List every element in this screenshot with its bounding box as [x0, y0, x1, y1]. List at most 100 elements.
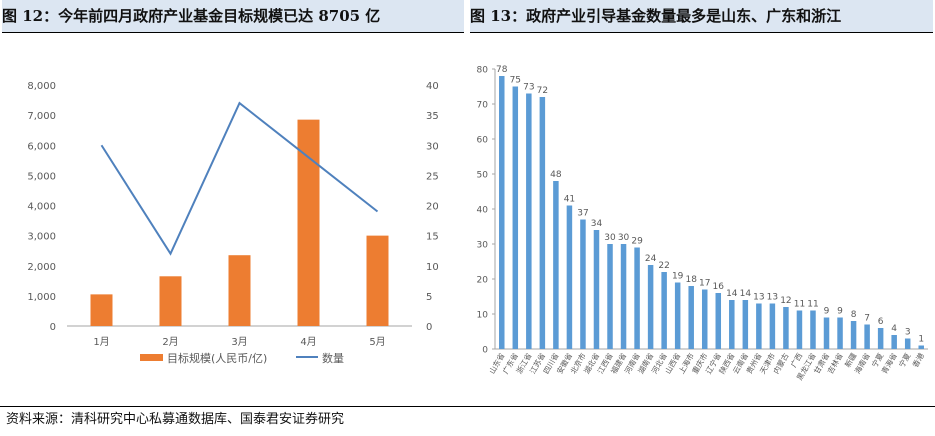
left-combo-chart: 0 1,000 2,000 3,000 4,000 5,000 6,000 7,000 8,00… [27, 81, 439, 365]
y-left-tick-label: 5,000 [27, 171, 56, 182]
data-label: 78 [496, 65, 508, 75]
bar [904, 338, 911, 349]
right-title-rule [470, 32, 933, 33]
y-right-tick-label: 35 [426, 111, 439, 122]
y-tick-label: 20 [477, 276, 489, 286]
x-tick-label: 香港 [910, 351, 926, 369]
x-tick-label: 1月 [93, 336, 109, 348]
bar [810, 310, 816, 349]
series-line [100, 101, 379, 256]
data-label: 1 [918, 335, 924, 345]
bar [783, 307, 789, 349]
y-right-tick-label: 40 [426, 81, 439, 92]
data-label: 72 [537, 86, 548, 96]
source-footer: 资料来源：清科研究中心私募通数据库、国泰君安证券研究 [0, 406, 935, 436]
bar [159, 276, 182, 326]
y-tick-label: 0 [482, 346, 488, 356]
left-figure-title: 图 12：今年前四月政府产业基金目标规模已达 8705 亿 [2, 0, 464, 32]
bar [620, 244, 627, 349]
y-left-tick-label: 2,000 [27, 262, 56, 273]
data-label: 30 [618, 233, 630, 243]
y-left-tick-label: 0 [50, 322, 56, 333]
bar [297, 119, 320, 326]
legend-swatch-bar [140, 354, 163, 361]
x-tick-label: 3月 [231, 336, 247, 348]
bar [512, 86, 519, 349]
bar [729, 300, 735, 349]
y-right-tick-label: 10 [426, 262, 439, 273]
bar [701, 289, 708, 349]
y-left-tick-label: 4,000 [27, 202, 56, 213]
bar [647, 265, 654, 349]
bar [674, 282, 681, 349]
data-label: 12 [780, 296, 791, 306]
data-label: 29 [631, 237, 643, 247]
y-tick-label: 40 [477, 206, 489, 216]
data-label: 73 [523, 83, 534, 93]
x-tick-label: 2月 [162, 336, 178, 348]
bar [499, 76, 505, 349]
y-tick-label: 50 [477, 171, 489, 181]
data-label: 75 [510, 76, 521, 86]
bar [756, 303, 762, 349]
data-label: 13 [753, 293, 764, 303]
data-label: 41 [564, 195, 575, 205]
data-label: 3 [905, 328, 911, 338]
data-label: 22 [658, 261, 669, 271]
bar [891, 335, 897, 349]
bar [90, 294, 113, 326]
bar [661, 272, 667, 349]
bar [918, 345, 924, 349]
y-left-tick-label: 1,000 [27, 292, 56, 303]
bar [526, 93, 532, 349]
data-label: 14 [740, 289, 752, 299]
bar [715, 293, 722, 349]
bar [877, 328, 884, 349]
y-left-tick-label: 7,000 [27, 111, 56, 122]
data-label: 18 [685, 275, 697, 285]
data-label: 4 [891, 324, 897, 334]
data-label: 48 [550, 170, 562, 180]
data-label: 34 [591, 219, 603, 229]
y-right-tick-label: 15 [426, 232, 439, 243]
bar [366, 235, 389, 326]
bar [864, 324, 870, 349]
bar [553, 181, 559, 349]
legend-label-bar: 目标规模(人民币/亿) [167, 351, 267, 365]
bar [593, 230, 600, 349]
bar [742, 300, 749, 349]
bar [634, 247, 640, 349]
y-tick-label: 70 [477, 101, 489, 111]
y-left-tick-label: 3,000 [27, 232, 56, 243]
data-label: 11 [807, 300, 818, 310]
bar [580, 219, 586, 349]
data-label: 17 [699, 279, 710, 289]
y-right-tick-label: 25 [426, 171, 439, 182]
y-tick-label: 30 [477, 241, 489, 251]
y-right-tick-label: 0 [426, 322, 432, 333]
data-label: 7 [864, 314, 870, 324]
bar [539, 97, 546, 349]
bar [769, 303, 776, 349]
data-label: 16 [713, 282, 725, 292]
bar [688, 286, 694, 349]
bar [837, 317, 843, 349]
data-label: 37 [577, 209, 588, 219]
bar [566, 205, 573, 349]
y-tick-label: 10 [477, 311, 489, 321]
x-tick-label: 4月 [300, 336, 316, 348]
data-label: 6 [878, 317, 884, 327]
legend-label-line: 数量 [322, 352, 344, 365]
y-right-tick-label: 20 [426, 202, 439, 213]
y-right-tick-label: 5 [426, 292, 432, 303]
data-label: 19 [672, 272, 684, 282]
data-label: 11 [794, 300, 805, 310]
bar [607, 244, 613, 349]
left-title-rule [2, 32, 464, 33]
x-tick-label: 5月 [369, 336, 385, 348]
x-tick-label: 宁夏 [896, 351, 912, 369]
y-tick-label: 80 [477, 66, 489, 76]
y-tick-label: 60 [477, 136, 489, 146]
y-left-tick-label: 6,000 [27, 141, 56, 152]
